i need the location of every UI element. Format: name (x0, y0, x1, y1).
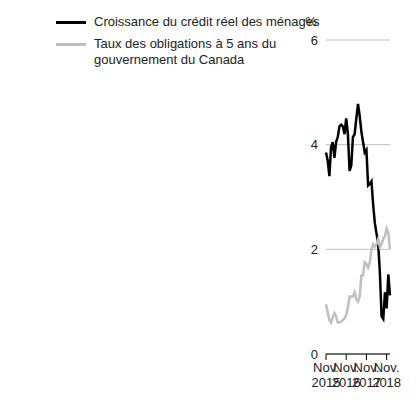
svg-text:2: 2 (311, 242, 318, 257)
svg-text:0: 0 (311, 347, 318, 362)
svg-text:4: 4 (311, 137, 318, 152)
svg-text:Nov.2018: Nov.2018 (372, 360, 401, 390)
svg-text:6: 6 (311, 33, 318, 48)
svg-text:%: % (305, 14, 317, 29)
